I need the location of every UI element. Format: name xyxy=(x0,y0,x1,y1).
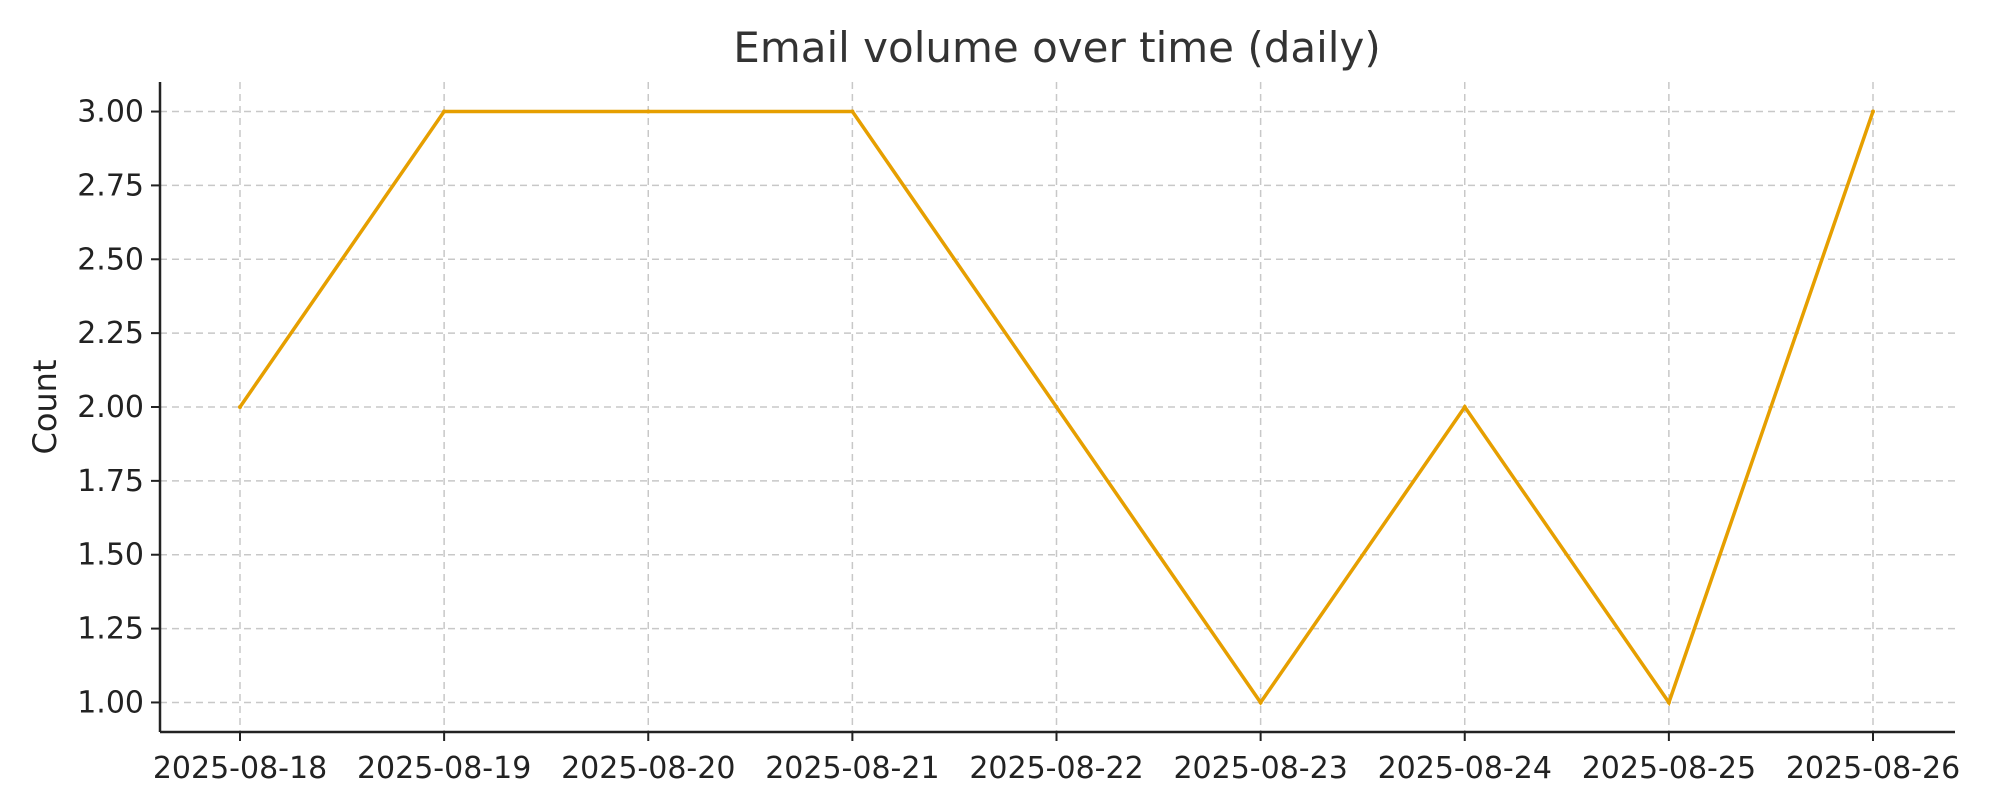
data-point xyxy=(1666,700,1671,705)
x-tick-label: 2025-08-26 xyxy=(1786,751,1960,786)
x-tick-label: 2025-08-18 xyxy=(153,751,327,786)
data-point xyxy=(1258,700,1263,705)
y-tick-label: 2.00 xyxy=(77,390,144,425)
data-point xyxy=(646,109,651,114)
y-tick-label: 2.75 xyxy=(77,168,144,203)
data-point xyxy=(238,405,242,409)
y-tick-label: 1.25 xyxy=(77,612,144,647)
y-tick-label: 3.00 xyxy=(77,95,144,130)
axes-layer xyxy=(151,82,1955,741)
x-tick-label: 2025-08-21 xyxy=(765,751,939,786)
tick-labels: 1.00 1.25 1.50 1.75 2.00 2.25 2.50 2.75 3.00 2025… xyxy=(77,95,1960,786)
series-layer xyxy=(238,109,1875,707)
x-tick-label: 2025-08-25 xyxy=(1582,751,1756,786)
data-point xyxy=(1462,405,1467,409)
x-tick-label: 2025-08-23 xyxy=(1173,751,1347,786)
x-tick-label: 2025-08-19 xyxy=(357,751,531,786)
x-tick-label: 2025-08-24 xyxy=(1378,751,1552,786)
data-point xyxy=(1871,109,1875,114)
x-tick-label: 2025-08-20 xyxy=(561,751,735,786)
y-tick-label: 1.75 xyxy=(77,464,144,499)
data-point xyxy=(1054,405,1059,409)
y-tick-label: 2.25 xyxy=(77,316,144,351)
y-tick-label: 1.00 xyxy=(77,685,144,720)
y-tick-label: 1.50 xyxy=(77,538,144,573)
x-tick-label: 2025-08-22 xyxy=(969,751,1143,786)
y-axis-label: Count xyxy=(26,359,64,454)
data-point xyxy=(442,109,447,114)
y-tick-label: 2.50 xyxy=(77,242,144,277)
data-point xyxy=(850,109,855,114)
chart-title: Email volume over time (daily) xyxy=(733,23,1380,72)
